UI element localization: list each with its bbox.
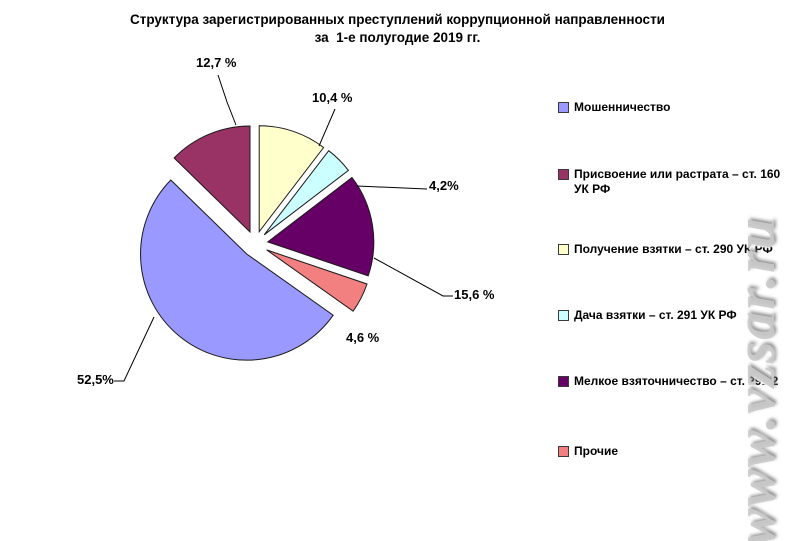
pie-slice-3 [263,149,350,236]
legend-item-3: Дача взятки – ст. 291 УК РФ [558,308,788,323]
pie-slice-0 [140,179,334,361]
pct-label-3: 4,2% [429,178,459,193]
watermark: www.vzsar.ru [725,215,787,541]
pct-label-2: 10,4 % [312,90,353,105]
legend-item-1: Присвоение или растрата – ст. 160 УК РФ [558,167,788,197]
legend-label: Присвоение или растрата – ст. 160 УК РФ [574,167,781,196]
legend-swatch-icon [558,169,569,180]
pie-slice-5 [266,249,368,312]
leader-line-3 [356,185,428,190]
chart-title-line1: Структура зарегистрированных преступлени… [130,12,665,27]
legend: Мошенничество Присвоение или растрата – с… [558,0,795,541]
pie-slice-4 [266,176,375,277]
legend-label: Мошенничество [574,100,671,114]
leader-line-2 [318,108,336,147]
legend-label: Получение взятки – ст. 290 УК РФ [574,242,773,256]
pie-slice-1 [173,125,251,234]
legend-item-2: Получение взятки – ст. 290 УК РФ [558,242,788,257]
pct-label-0: 52,5% [77,372,114,387]
legend-swatch-icon [558,446,569,457]
legend-label: Дача взятки – ст. 291 УК РФ [574,308,737,322]
pct-label-1: 12,7 % [196,55,237,70]
chart-title: Структура зарегистрированных преступлени… [60,11,735,47]
leader-line-1 [217,74,237,126]
legend-item-0: Мошенничество [558,100,788,115]
leader-line-0 [114,316,155,382]
pie-slice-2 [258,125,325,234]
legend-label: Мелкое взяточничество – ст. 291.2 [574,374,779,388]
legend-swatch-icon [558,310,569,321]
legend-item-5: Прочие [558,444,788,459]
chart-title-line2: за 1-е полугодие 2019 гг. [314,30,481,45]
legend-label: Прочие [574,444,619,458]
legend-swatch-icon [558,244,569,255]
pct-label-5: 4,6 % [346,330,380,345]
leader-line-4 [373,257,453,297]
legend-swatch-icon [558,102,569,113]
pct-label-4: 15,6 % [454,287,495,302]
legend-item-4: Мелкое взяточничество – ст. 291.2 [558,374,788,389]
legend-swatch-icon [558,376,569,387]
